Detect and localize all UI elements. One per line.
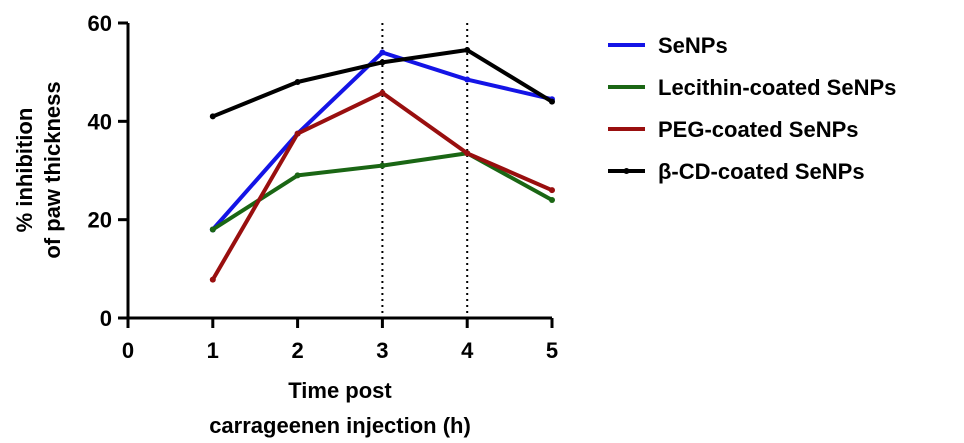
x-tick-label: 1 [207, 338, 219, 363]
data-point [379, 89, 386, 96]
x-axis-title-line2: carrageenen injection (h) [209, 413, 471, 438]
y-tick-label: 0 [100, 306, 112, 331]
legend: SeNPs Lecithin-coated SeNPs PEG-coated SeN… [608, 33, 896, 184]
legend-marker [623, 168, 630, 174]
y-tick-label: 60 [88, 11, 112, 36]
y-axis-ticks: 0 20 40 60 [88, 11, 128, 331]
series-line [210, 50, 554, 232]
x-tick-label: 3 [376, 338, 388, 363]
data-point [209, 226, 216, 233]
y-axis-title-line2: of paw thickness [40, 81, 65, 258]
data-point [379, 59, 386, 66]
legend-label: SeNPs [658, 33, 728, 58]
x-axis-title-line1: Time post [288, 378, 392, 403]
data-point [209, 276, 216, 283]
data-point [379, 162, 386, 169]
data-point [549, 98, 555, 105]
legend-label: β-CD-coated SeNPs [658, 159, 865, 184]
data-point [549, 197, 555, 203]
data-point [464, 150, 471, 157]
data-point [464, 47, 471, 54]
x-tick-label: 4 [461, 338, 474, 363]
data-point [294, 79, 301, 85]
data-point [294, 130, 301, 137]
data-point [549, 187, 555, 194]
legend-label: Lecithin-coated SeNPs [658, 75, 896, 100]
y-tick-label: 40 [88, 109, 112, 134]
data-point [464, 76, 471, 83]
data-point [379, 49, 386, 56]
x-axis-ticks: 0 1 2 3 4 5 [122, 318, 558, 363]
x-tick-label: 0 [122, 338, 134, 363]
plot-area [126, 23, 555, 320]
x-tick-label: 5 [546, 338, 558, 363]
data-point [209, 113, 216, 120]
x-tick-label: 2 [291, 338, 303, 363]
y-axis-title-line1: % inhibition [12, 108, 37, 233]
data-point [294, 172, 301, 179]
y-tick-label: 20 [88, 208, 112, 233]
legend-label: PEG-coated SeNPs [658, 117, 859, 142]
